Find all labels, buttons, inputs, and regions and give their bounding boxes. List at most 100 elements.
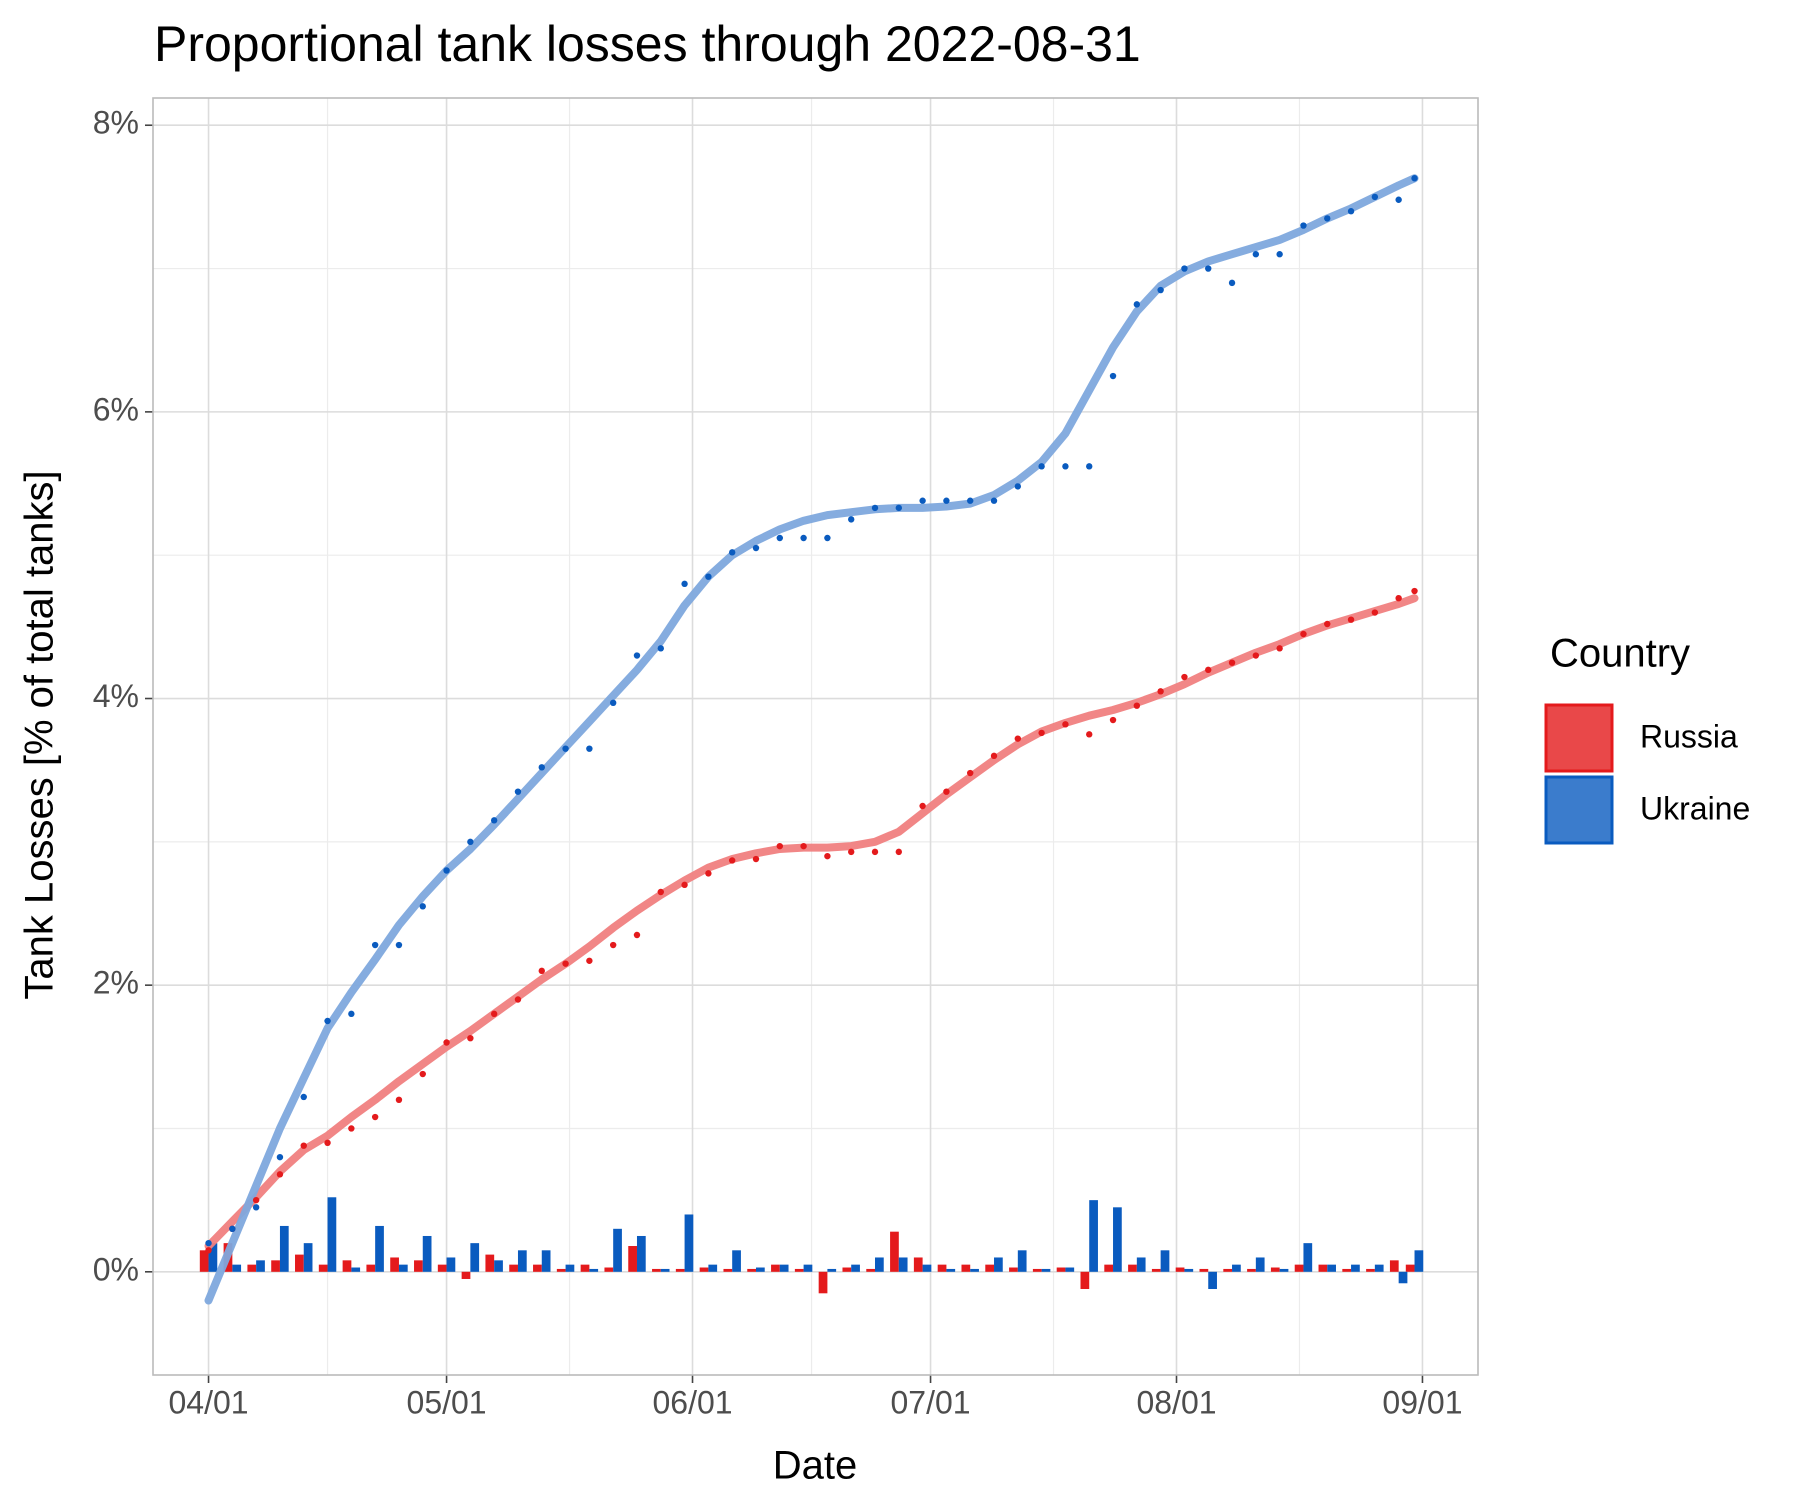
x-tick-label: 06/01 xyxy=(652,1384,732,1420)
point xyxy=(1347,208,1355,215)
point xyxy=(800,534,807,542)
daily-bar xyxy=(851,1264,860,1272)
point xyxy=(967,769,974,777)
daily-bar xyxy=(994,1257,1003,1272)
daily-bar xyxy=(1279,1268,1289,1272)
point xyxy=(943,497,950,504)
point xyxy=(514,788,522,795)
daily-bar xyxy=(1113,1207,1122,1272)
point xyxy=(776,534,783,542)
daily-bar xyxy=(827,1268,837,1272)
daily-bar xyxy=(271,1260,280,1272)
daily-bar xyxy=(898,1257,908,1272)
point xyxy=(1276,645,1283,652)
daily-bar xyxy=(866,1268,876,1272)
point xyxy=(419,903,426,910)
point xyxy=(1062,721,1069,728)
daily-bar xyxy=(732,1250,741,1272)
daily-bar xyxy=(208,1243,218,1272)
point xyxy=(1347,616,1355,623)
point xyxy=(1038,463,1045,470)
daily-bar xyxy=(1199,1268,1209,1272)
point xyxy=(609,699,617,707)
point xyxy=(1411,175,1418,182)
daily-bar xyxy=(446,1257,456,1272)
daily-bar xyxy=(565,1264,575,1272)
daily-bar xyxy=(303,1243,313,1272)
daily-bar xyxy=(675,1268,685,1272)
point xyxy=(705,573,712,580)
point xyxy=(1205,265,1212,272)
daily-bar xyxy=(247,1264,257,1272)
point xyxy=(1324,215,1331,222)
daily-bar xyxy=(390,1257,399,1272)
x-tick-label: 05/01 xyxy=(407,1384,487,1420)
daily-bar xyxy=(1303,1243,1313,1272)
point xyxy=(205,1247,212,1254)
daily-bar xyxy=(660,1268,670,1272)
daily-bar xyxy=(1032,1268,1042,1272)
point xyxy=(895,848,903,856)
point xyxy=(586,745,593,752)
daily-bar xyxy=(1089,1200,1098,1272)
daily-bar xyxy=(351,1267,361,1272)
daily-bar xyxy=(1398,1271,1408,1284)
point xyxy=(776,842,783,850)
y-tick-label: 0% xyxy=(93,1251,139,1287)
point xyxy=(490,817,498,824)
daily-bar xyxy=(842,1267,852,1272)
point xyxy=(443,1039,450,1046)
daily-bar xyxy=(1080,1271,1090,1290)
point xyxy=(371,1113,379,1121)
point xyxy=(419,1070,426,1078)
point xyxy=(371,941,379,949)
point xyxy=(1133,702,1141,709)
daily-bar xyxy=(818,1271,828,1294)
point xyxy=(919,497,926,504)
point xyxy=(1252,652,1260,659)
point xyxy=(657,645,664,652)
daily-bar xyxy=(1414,1250,1424,1272)
daily-bar xyxy=(556,1268,566,1272)
legend-key xyxy=(1544,775,1614,845)
daily-bar xyxy=(1342,1268,1352,1272)
point xyxy=(657,888,664,896)
daily-bar xyxy=(1104,1264,1114,1272)
daily-bar xyxy=(533,1264,542,1272)
point xyxy=(1109,716,1117,724)
daily-bar xyxy=(1184,1268,1194,1272)
x-axis-label: Date xyxy=(773,1444,858,1488)
daily-bar xyxy=(1255,1257,1265,1272)
daily-bar xyxy=(470,1243,480,1272)
point xyxy=(1371,193,1379,201)
point xyxy=(467,1034,474,1042)
legend-title: Country xyxy=(1550,632,1690,676)
point xyxy=(538,764,545,771)
daily-bar xyxy=(723,1268,733,1272)
daily-bar xyxy=(604,1267,614,1272)
daily-bar xyxy=(366,1264,376,1272)
daily-bar xyxy=(1294,1264,1304,1272)
point xyxy=(514,996,522,1003)
daily-bar xyxy=(1208,1271,1217,1290)
point xyxy=(395,941,403,949)
y-axis-label: Tank Losses [% of total tanks] xyxy=(18,470,62,999)
daily-bar xyxy=(937,1264,947,1272)
daily-bar xyxy=(652,1268,661,1272)
point xyxy=(1252,251,1260,258)
point xyxy=(348,1010,355,1018)
point xyxy=(1228,659,1236,666)
point xyxy=(490,1010,498,1018)
point xyxy=(609,941,617,949)
daily-bar xyxy=(1366,1268,1375,1272)
legend-label: Ukraine xyxy=(1640,790,1750,826)
point xyxy=(919,802,926,810)
plot-border xyxy=(152,97,1479,1376)
daily-bar xyxy=(1374,1264,1384,1272)
point xyxy=(1038,729,1045,737)
daily-bar xyxy=(256,1260,265,1272)
daily-bar xyxy=(1160,1250,1170,1272)
point xyxy=(633,931,641,939)
daily-bar xyxy=(1351,1264,1360,1272)
trend-line xyxy=(204,594,1419,1250)
